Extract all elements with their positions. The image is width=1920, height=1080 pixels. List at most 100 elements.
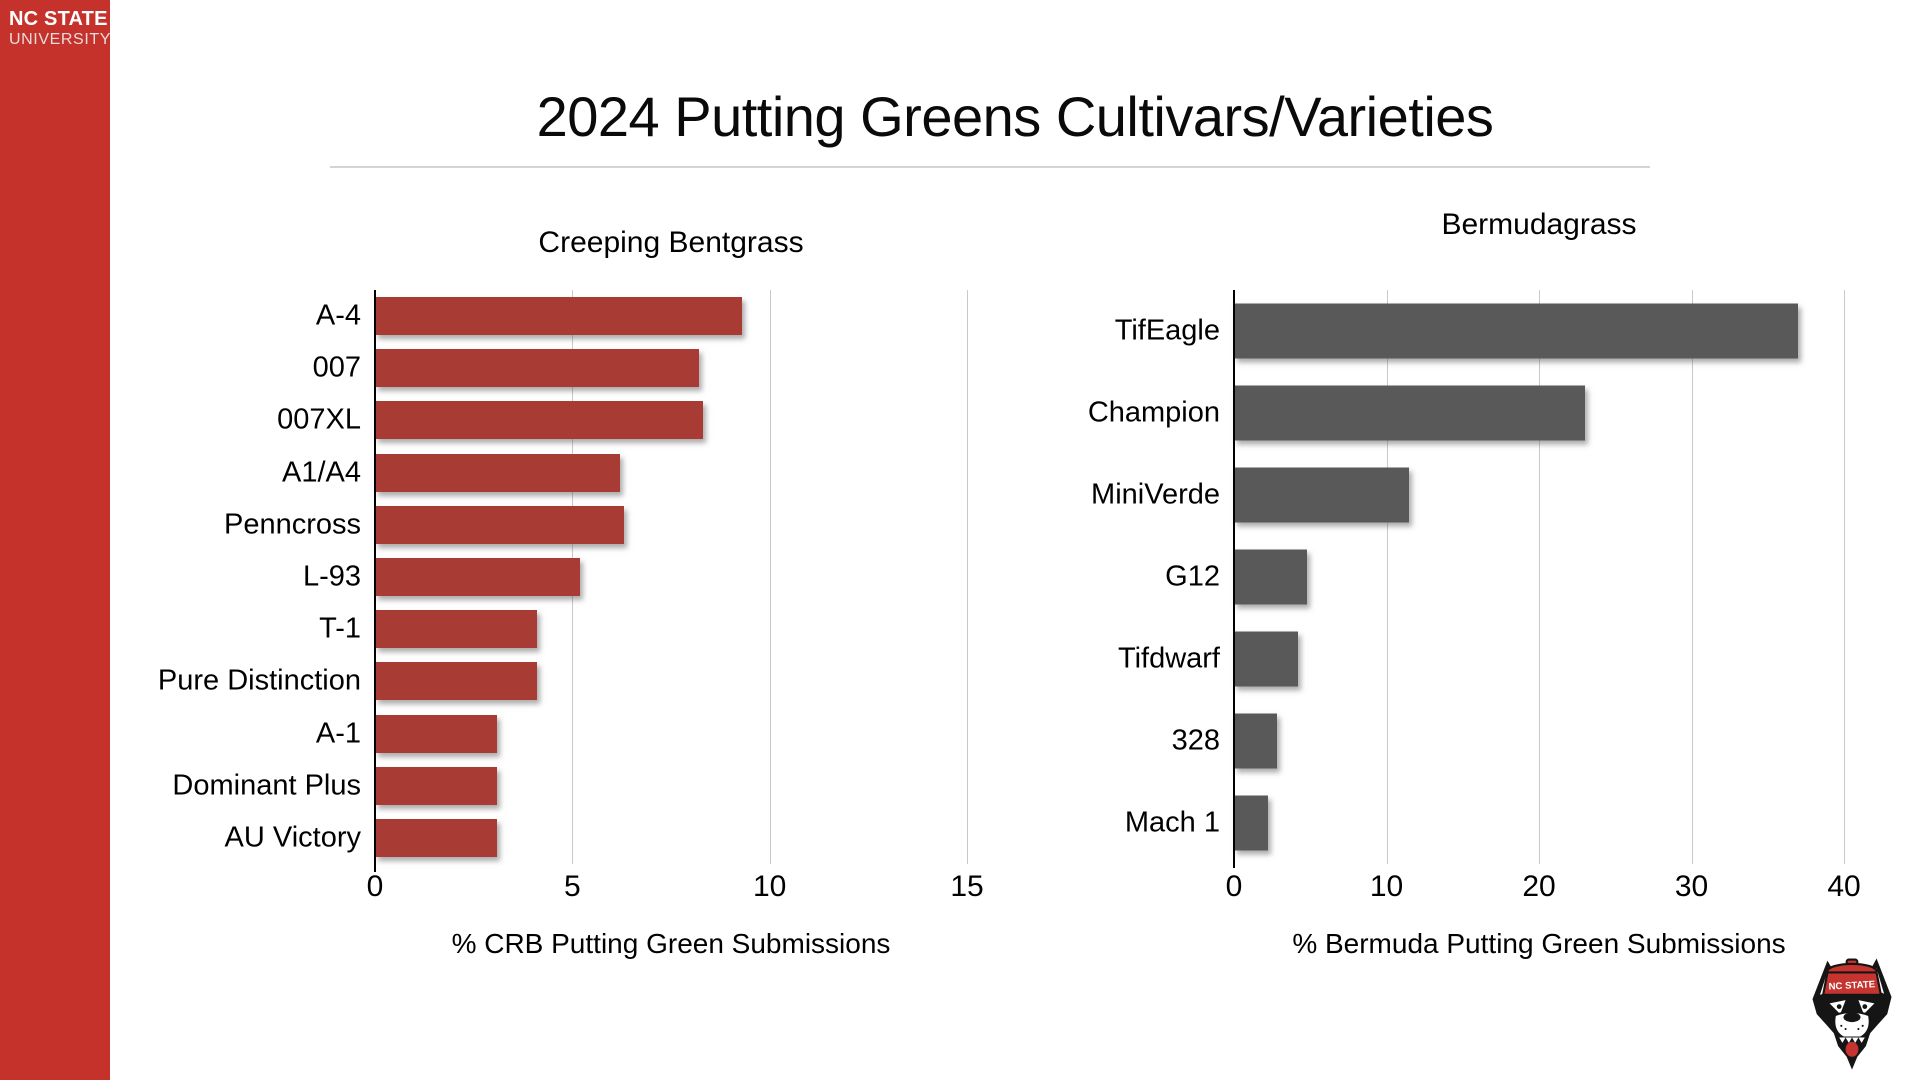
wolf-cap: NC STATE [1821, 958, 1883, 996]
brand-logo: NC STATE UNIVERSITY [9, 8, 112, 48]
x-axis-ticks: 0 10 20 30 40 [1226, 870, 1861, 910]
bar [375, 349, 699, 388]
category-label: L-93 [302, 560, 361, 593]
category-label: G12 [1165, 560, 1220, 593]
category-label: Dominant Plus [172, 769, 361, 802]
bar [375, 662, 537, 701]
bar [375, 818, 498, 857]
slide-title: 2024 Putting Greens Cultivars/Varieties [536, 85, 1494, 148]
bar [1234, 713, 1277, 769]
gridline [769, 290, 771, 864]
whisker-dot [1840, 1024, 1843, 1027]
x-axis-ticks: 0 5 10 15 [367, 870, 984, 910]
x-axis-label: % CRB Putting Green Submissions [451, 928, 891, 959]
brand-subname: UNIVERSITY [9, 30, 112, 48]
category-label: Penncross [223, 508, 361, 541]
tick-label: 40 [1827, 870, 1861, 903]
bar-row: TifEagle [1115, 290, 1844, 372]
tick-label: 30 [1674, 870, 1709, 903]
gridline [1691, 290, 1693, 864]
chart-title: Creeping Bentgrass [538, 226, 804, 259]
bar-row: 007 [313, 342, 967, 394]
whisker-dot [1857, 1027, 1860, 1031]
bar [1234, 795, 1268, 851]
bar-row: 328 [1172, 700, 1844, 782]
gridline [1844, 290, 1845, 864]
bar [375, 453, 620, 492]
wolf-nose [1843, 1012, 1861, 1023]
bar-row: Mach 1 [1125, 782, 1844, 864]
wolf-muzzle [1833, 1010, 1871, 1039]
bar [375, 714, 498, 753]
category-label: TifEagle [1114, 314, 1220, 347]
category-label: Pure Distinction [157, 664, 361, 697]
y-axis-line [374, 290, 376, 872]
gridline [1539, 290, 1540, 864]
bar-rows: A-4 007 007XL A1/A4 Penncross L-93 T-1 Pure Dis… [158, 290, 967, 864]
tick-label: 10 [752, 870, 787, 903]
category-label: Mach 1 [1124, 806, 1220, 839]
tick-label: 10 [1369, 870, 1404, 903]
category-label: 007XL [277, 403, 361, 436]
bar-row: A-1 [316, 708, 967, 760]
bar-row: A-4 [316, 290, 967, 342]
bar-row: Tifdwarf [1118, 618, 1844, 700]
tick-label: 0 [1225, 870, 1243, 903]
bar-row: Penncross [224, 499, 967, 551]
wolf-tongue [1845, 1041, 1859, 1057]
bar [1234, 549, 1308, 605]
whisker-dot [1844, 1027, 1847, 1031]
bar [375, 558, 581, 597]
category-label: AU Victory [224, 821, 361, 854]
bar [1234, 467, 1410, 523]
category-label: 007 [312, 351, 361, 384]
bar-row: G12 [1165, 536, 1844, 618]
tick-label: 0 [366, 870, 384, 903]
plot-area: A-4 007 007XL A1/A4 Penncross L-93 T-1 Pure Dis… [158, 290, 968, 864]
bar [1234, 631, 1299, 687]
category-label: A-1 [315, 717, 361, 750]
brand-sidebar: NC STATE UNIVERSITY [0, 0, 110, 1080]
wolf-pupil-left [1836, 1004, 1842, 1009]
plot-area: TifEagle Champion MiniVerde G12 Tifdwarf 328 M… [1088, 290, 1845, 864]
bar [375, 766, 498, 805]
bar [375, 610, 537, 649]
y-axis-line [1233, 290, 1235, 868]
bar-row: L-93 [303, 551, 967, 603]
category-label: A-4 [315, 299, 361, 332]
category-label: T-1 [319, 612, 361, 645]
bar-row: Champion [1088, 372, 1844, 454]
brand-name: NC STATE [9, 8, 108, 30]
tick-label: 15 [950, 870, 984, 903]
bar [1234, 385, 1585, 441]
gridline [967, 290, 968, 864]
category-label: A1/A4 [282, 456, 361, 489]
bar-row: A1/A4 [282, 447, 967, 499]
wolf-pupil-right [1862, 1004, 1868, 1009]
gridline [1386, 290, 1388, 864]
wolf-cap-text: NC STATE [1828, 979, 1876, 992]
bar [1234, 303, 1799, 359]
bar [375, 401, 703, 440]
bar-row: MiniVerde [1091, 454, 1844, 536]
whisker-dot [1861, 1024, 1864, 1027]
category-label: Champion [1087, 396, 1220, 429]
bar-rows: TifEagle Champion MiniVerde G12 Tifdwarf 328 M… [1088, 290, 1844, 864]
x-axis-label: % Bermuda Putting Green Submissions [1292, 928, 1786, 959]
wolf-teeth [1839, 1037, 1865, 1043]
category-label: MiniVerde [1091, 478, 1220, 511]
nc-state-wolf-logo: NC STATE [1808, 954, 1896, 1074]
bar-row: 007XL [277, 394, 967, 446]
bar-row: AU Victory [225, 812, 967, 864]
bar-row: Dominant Plus [172, 760, 967, 812]
category-label: 328 [1171, 724, 1220, 757]
tick-label: 5 [563, 870, 581, 903]
chart-title: Bermudagrass [1441, 208, 1637, 241]
title-divider [330, 166, 1650, 168]
tick-label: 20 [1522, 870, 1556, 903]
category-label: Tifdwarf [1117, 642, 1220, 675]
bar-row: T-1 [319, 603, 967, 655]
bar [375, 297, 743, 336]
bar-row: Pure Distinction [158, 655, 967, 707]
